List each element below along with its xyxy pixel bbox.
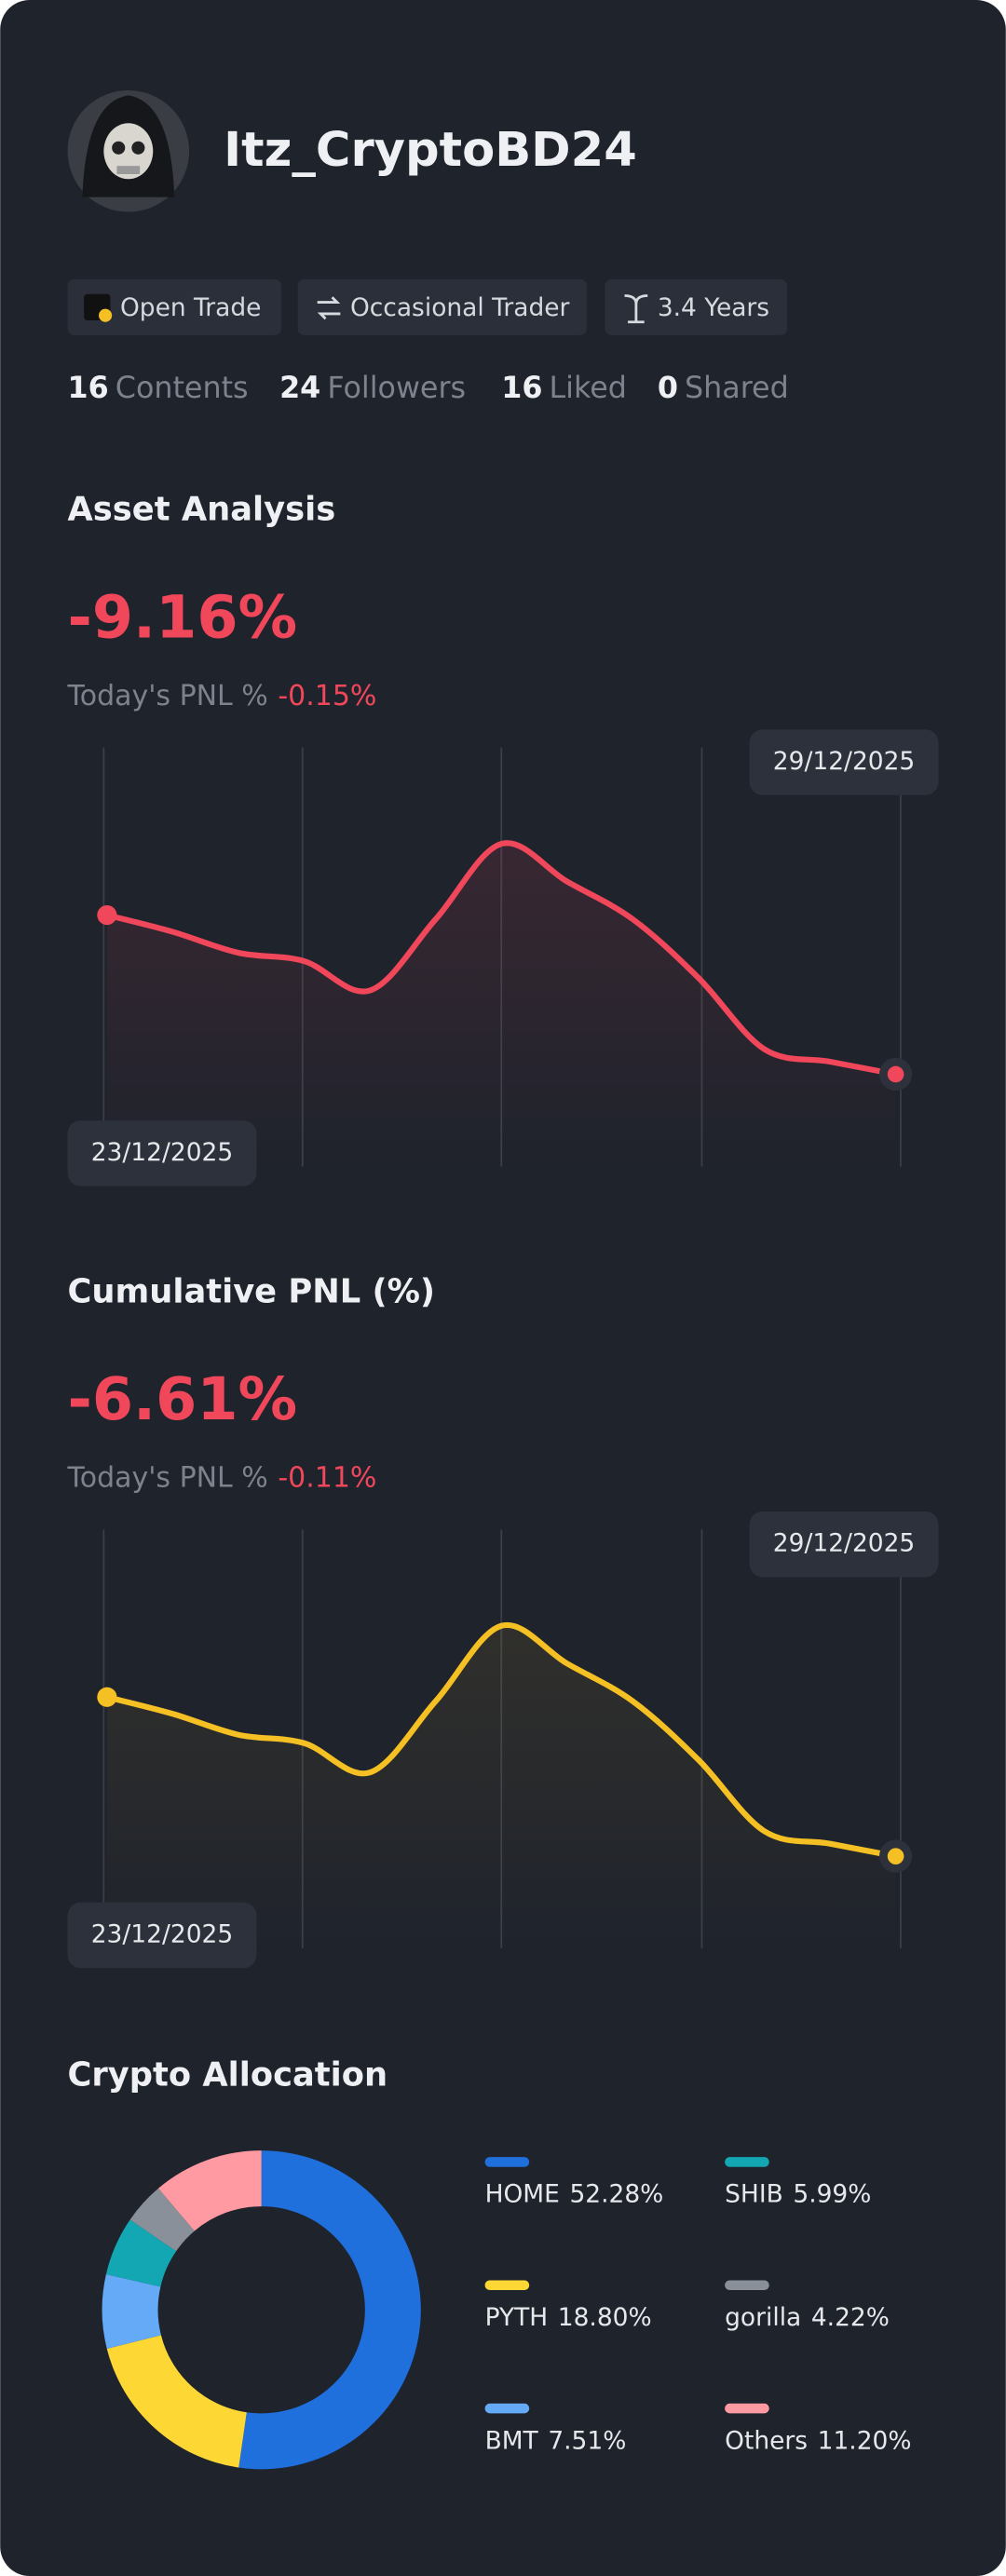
x-tick-label: 23/12/2025 (91, 1920, 233, 1949)
point (97, 904, 117, 926)
line (106, 840, 897, 1078)
legend-swatch (484, 2157, 530, 2167)
pnl-value: -0.11% (278, 1461, 376, 1494)
pnl-row: Today's PNL % -0.11% (67, 1461, 377, 1494)
username: Itz_CryptoBD24 (224, 123, 637, 178)
line (106, 1621, 897, 1860)
legend-name: PYTH (485, 2303, 549, 2332)
legend-name: SHIB (725, 2179, 783, 2208)
donut-slice (105, 2219, 177, 2287)
section-title: Asset Analysis (68, 491, 336, 529)
donut-slice (238, 2150, 421, 2470)
legend-entry: Others 11.20% (725, 2426, 911, 2455)
legend-swatch (725, 2157, 769, 2167)
stat-label: Liked (549, 372, 626, 405)
date-badge (67, 1120, 257, 1186)
legend-name: HOME (485, 2179, 560, 2208)
legend-swatch (725, 2280, 769, 2291)
pnl-label: Today's PNL % (67, 679, 268, 712)
stat-label: Contents (116, 372, 249, 405)
point (887, 1065, 904, 1083)
point (887, 1848, 904, 1864)
tag-label: 3.4 Years (658, 293, 769, 322)
area (106, 843, 896, 1167)
pnl-label: Today's PNL % (67, 1461, 268, 1494)
legend-swatch (484, 2280, 530, 2291)
stat-label: Shared (685, 372, 789, 405)
legend-entry: PYTH 18.80% (485, 2303, 652, 2332)
legend-entry: BMT 7.51% (485, 2426, 627, 2455)
stat: 0 Shared (658, 372, 789, 405)
pnl-value: -0.15% (278, 679, 376, 712)
stat: 24 Followers (279, 372, 466, 405)
donut-slice (129, 2188, 195, 2252)
charts: Asset Analysis -9.16% Today's PNL % -0.15% 2… (67, 491, 939, 2470)
date-badge (749, 1511, 939, 1578)
legend-value: 18.80% (558, 2303, 652, 2332)
stat-value: 16 (501, 372, 542, 405)
stat: 16 Contents (68, 372, 249, 405)
section-title: Crypto Allocation (68, 2056, 388, 2095)
section-title: Cumulative PNL (%) (68, 1272, 436, 1310)
legend-name: Others (725, 2426, 808, 2455)
stat-value: 16 (68, 372, 109, 405)
x-tick-label: 29/12/2025 (773, 1529, 915, 1558)
tag-label: Open Trade (120, 293, 262, 322)
legend-name: gorilla (725, 2303, 801, 2332)
legend-entry: SHIB 5.99% (725, 2179, 871, 2208)
area (106, 1624, 896, 1949)
legend-swatch (484, 2403, 530, 2414)
pnl-row: Today's PNL % -0.15% (67, 679, 377, 712)
date-badge (67, 1902, 257, 1969)
headline-value: -6.61% (68, 1364, 298, 1433)
legend-value: 4.22% (811, 2303, 890, 2332)
x-tick-label: 23/12/2025 (91, 1138, 233, 1167)
legend-entry: HOME 52.28% (485, 2179, 664, 2208)
point (97, 1687, 117, 1707)
headline-value: -9.16% (68, 582, 298, 651)
stats: 16 Contents 24 Followers 16 Liked 0 Shared (68, 372, 789, 405)
tag-open-trade: Open Trade (67, 278, 281, 335)
tag-label: Occasional Trader (350, 293, 570, 322)
tag-years: 3.4 Years (605, 278, 788, 335)
donut-slice (102, 2273, 161, 2349)
legend-value: 11.20% (818, 2426, 912, 2455)
legend-value: 7.51% (548, 2426, 626, 2455)
donut-slice (106, 2335, 247, 2468)
legend-swatch (725, 2403, 769, 2414)
stat-value: 24 (279, 372, 320, 405)
x-tick-label: 29/12/2025 (773, 747, 915, 776)
legend-value: 52.28% (569, 2179, 663, 2208)
tag-trader: Occasional Trader (297, 278, 587, 335)
legend-entry: gorilla 4.22% (725, 2303, 890, 2332)
date-badge (749, 729, 939, 795)
legend-value: 5.99% (793, 2179, 871, 2208)
legend-name: BMT (485, 2426, 539, 2455)
stat-label: Followers (327, 372, 466, 405)
avatar (67, 90, 190, 212)
donut-slice (157, 2150, 262, 2231)
stat: 16 Liked (501, 372, 627, 405)
stat-value: 0 (658, 372, 678, 405)
